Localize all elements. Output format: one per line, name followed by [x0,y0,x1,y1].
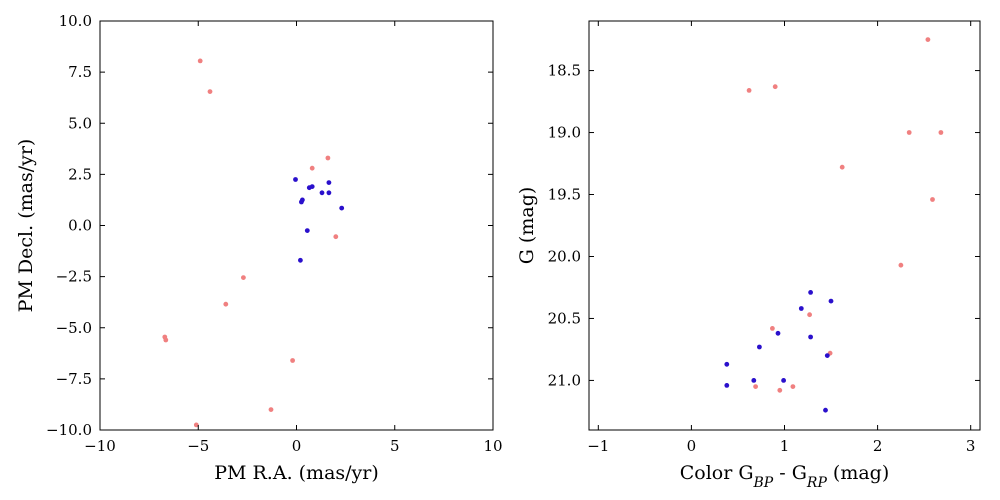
data-point-s0-13 [790,384,796,389]
y-tick-label: −10.0 [46,421,92,439]
data-point-s1-3 [326,180,332,186]
y-tick-label: 19.5 [548,186,581,204]
y-axis-label: G (mag) [516,187,538,265]
y-tick-label: −7.5 [56,370,92,388]
color-magnitude-panel: −1 0 1 2 3 18.5 19.0 19.5 20.0 20.5 21.0 Color GBP … [516,20,981,491]
x-axis-label-subscript: RP [806,475,828,491]
y-tick-label: 10.0 [59,12,92,30]
x-tick-label: −10 [84,437,116,455]
plot-frame [99,20,494,431]
x-tick-label: 0 [687,437,697,455]
data-point-s0-1 [746,88,752,93]
data-point-s1-5 [757,344,762,350]
data-point-s0-4 [333,234,339,240]
data-point-s0-5 [241,275,246,280]
data-point-s0-0 [925,37,931,42]
y-tick-label: 18.5 [548,62,581,80]
data-point-s0-10 [268,407,274,412]
x-axis-label-part: Color G [680,462,754,484]
x-tick-label: 0 [292,437,302,455]
data-point-s0-9 [770,326,775,331]
data-point-s0-2 [325,155,331,161]
data-point-s0-11 [753,384,758,389]
data-point-s1-8 [751,378,757,383]
data-point-s1-2 [798,306,804,311]
data-point-s1-2 [309,184,315,190]
data-point-s1-3 [775,330,781,336]
x-axis-label: PM R.A. (mas/yr) [214,462,379,484]
y-tick-label: −2.5 [56,268,92,286]
proper-motion-panel: −10 −5 0 5 10 −10.0 −7.5 −5.0 −2.5 0.0 2.5 5.0 7.5 10… [15,12,503,484]
y-tick-label: 7.5 [68,63,92,81]
data-point-s1-0 [808,290,813,295]
data-point-s0-11 [193,422,199,428]
x-tick-label: 2 [873,437,883,455]
x-tick-label: 5 [390,437,400,455]
data-point-s0-8 [163,337,169,343]
y-tick-label: −5.0 [56,319,92,337]
data-point-s0-4 [938,130,944,135]
y-tick-label: 0.0 [68,217,92,235]
data-point-s0-6 [930,197,935,202]
data-point-s0-8 [807,312,812,318]
y-tick-label: 20.5 [548,309,581,327]
x-axis-label-subscript: BP [753,475,774,491]
data-point-s0-3 [309,165,315,171]
data-point-s0-0 [197,58,203,64]
x-axis-label-part: (mag) [827,462,889,484]
x-tick-label: 10 [483,437,502,455]
data-point-s1-4 [319,190,325,196]
x-tick-label: 1 [780,437,790,455]
data-point-s1-7 [300,197,305,203]
data-point-s1-0 [293,177,298,182]
data-point-s0-1 [207,89,213,94]
y-tick-label: 19.0 [548,124,581,142]
data-point-s1-9 [781,378,786,383]
data-point-s1-1 [828,298,834,304]
y-tick-label: 21.0 [548,371,581,389]
y-tick-label: 20.0 [548,247,581,265]
data-point-s1-5 [326,190,332,196]
y-axis-label: PM Decl. (mas/yr) [15,139,37,313]
plot-frame [588,20,981,431]
data-point-s1-11 [823,407,828,413]
data-point-s1-7 [724,361,730,367]
data-point-s0-7 [898,262,904,268]
y-tick-label: 5.0 [68,114,92,132]
x-tick-label: 3 [966,437,976,455]
data-point-s0-5 [839,164,845,170]
x-tick-label: −5 [187,437,209,455]
x-tick-label: −1 [587,437,609,455]
data-point-s0-3 [906,130,912,135]
data-point-s0-6 [223,301,229,307]
data-point-s1-10 [724,383,730,388]
data-point-s0-9 [290,358,295,363]
data-point-s1-6 [824,353,830,358]
x-axis-label: Color GBP - GRP (mag) [680,462,890,491]
data-point-s1-4 [808,334,813,340]
x-axis-label-part: - G [773,462,807,484]
y-tick-label: 2.5 [68,165,92,183]
data-point-s1-9 [304,228,310,234]
data-point-s1-10 [298,257,303,263]
data-point-s0-12 [777,387,783,393]
data-point-s1-8 [339,205,345,211]
data-point-s0-2 [772,84,778,90]
